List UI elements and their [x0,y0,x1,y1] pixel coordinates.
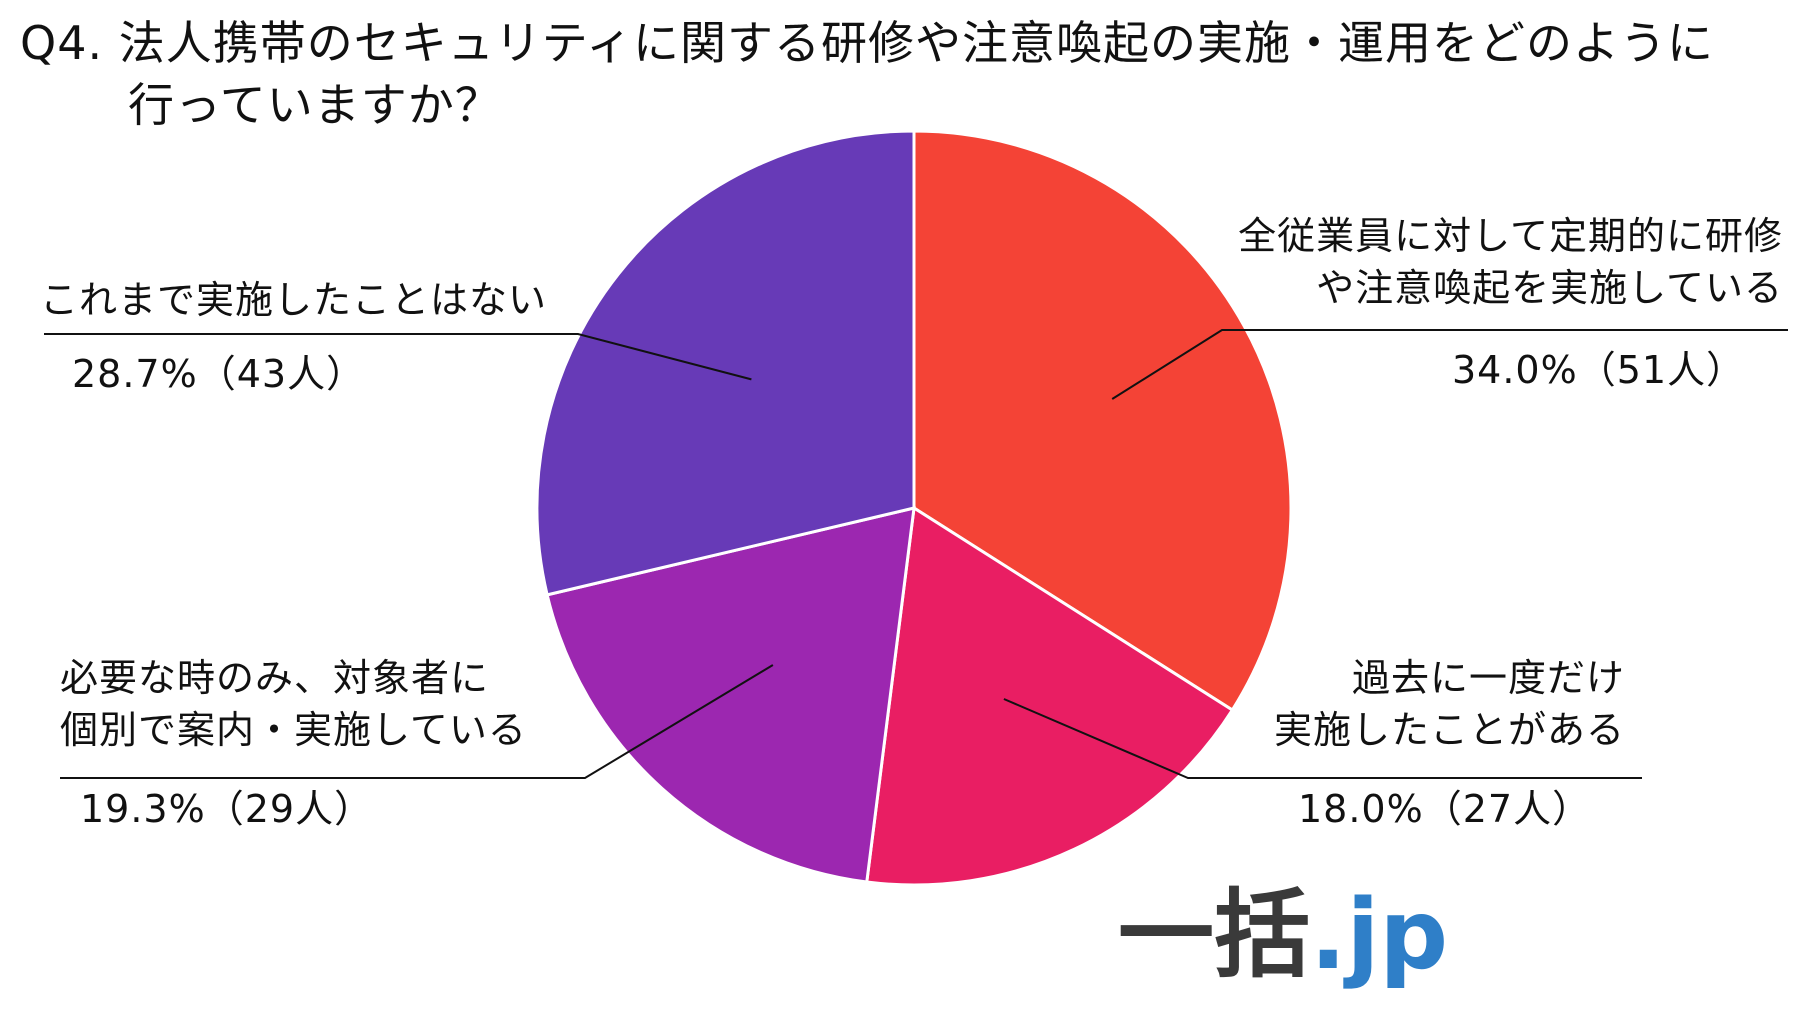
pie-slice-1 [865,505,1235,887]
site-logo: 一括.jp [1118,880,1448,990]
slice-value-1: 18.0%（27人） [1298,787,1592,831]
slice-label-1-line-2: 実施したことがある [1273,708,1625,752]
slice-label-2-line-2: 個別で案内・実施している [60,708,527,752]
chart-title-line-2: 行っていますか？ [128,78,502,132]
slice-label-0-line-1: 全従業員に対して定期的に研修 [1238,214,1783,258]
site-logo-suffix: .jp [1310,879,1449,991]
pie-slice-3 [535,129,916,597]
slice-label-0-line-2: や注意喚起を実施している [1316,266,1783,310]
slice-label-1-line-1: 過去に一度だけ [1351,656,1625,700]
chart-title: Q4. 法人携帯のセキュリティに関する研修や注意喚起の実施・運用をどのように 行… [20,12,1800,136]
site-logo-kanji: 一括 [1118,879,1310,991]
leader-line-3 [44,333,752,381]
pie-slice-2 [545,506,916,884]
slice-value-0: 34.0%（51人） [1452,348,1746,392]
slice-label-0: 全従業員に対して定期的に研修 や注意喚起を実施している [1238,210,1783,314]
slice-label-3: これまで実施したことはない [40,274,547,326]
leader-line-0 [1111,329,1788,400]
leader-line-2 [60,664,774,779]
pie-slice-0 [912,129,1293,713]
slice-label-2-line-1: 必要な時のみ、対象者に [60,656,490,700]
slice-label-1: 過去に一度だけ 実施したことがある [1274,652,1625,756]
slice-value-3: 28.7%（43人） [72,352,366,396]
slice-label-2: 必要な時のみ、対象者に 個別で案内・実施している [60,652,527,756]
slice-value-2: 19.3%（29人） [80,787,374,831]
leader-line-1 [1003,698,1642,779]
chart-title-line-1: Q4. 法人携帯のセキュリティに関する研修や注意喚起の実施・運用をどのように [20,16,1714,70]
slice-label-3-line-1: これまで実施したことはない [40,278,548,322]
